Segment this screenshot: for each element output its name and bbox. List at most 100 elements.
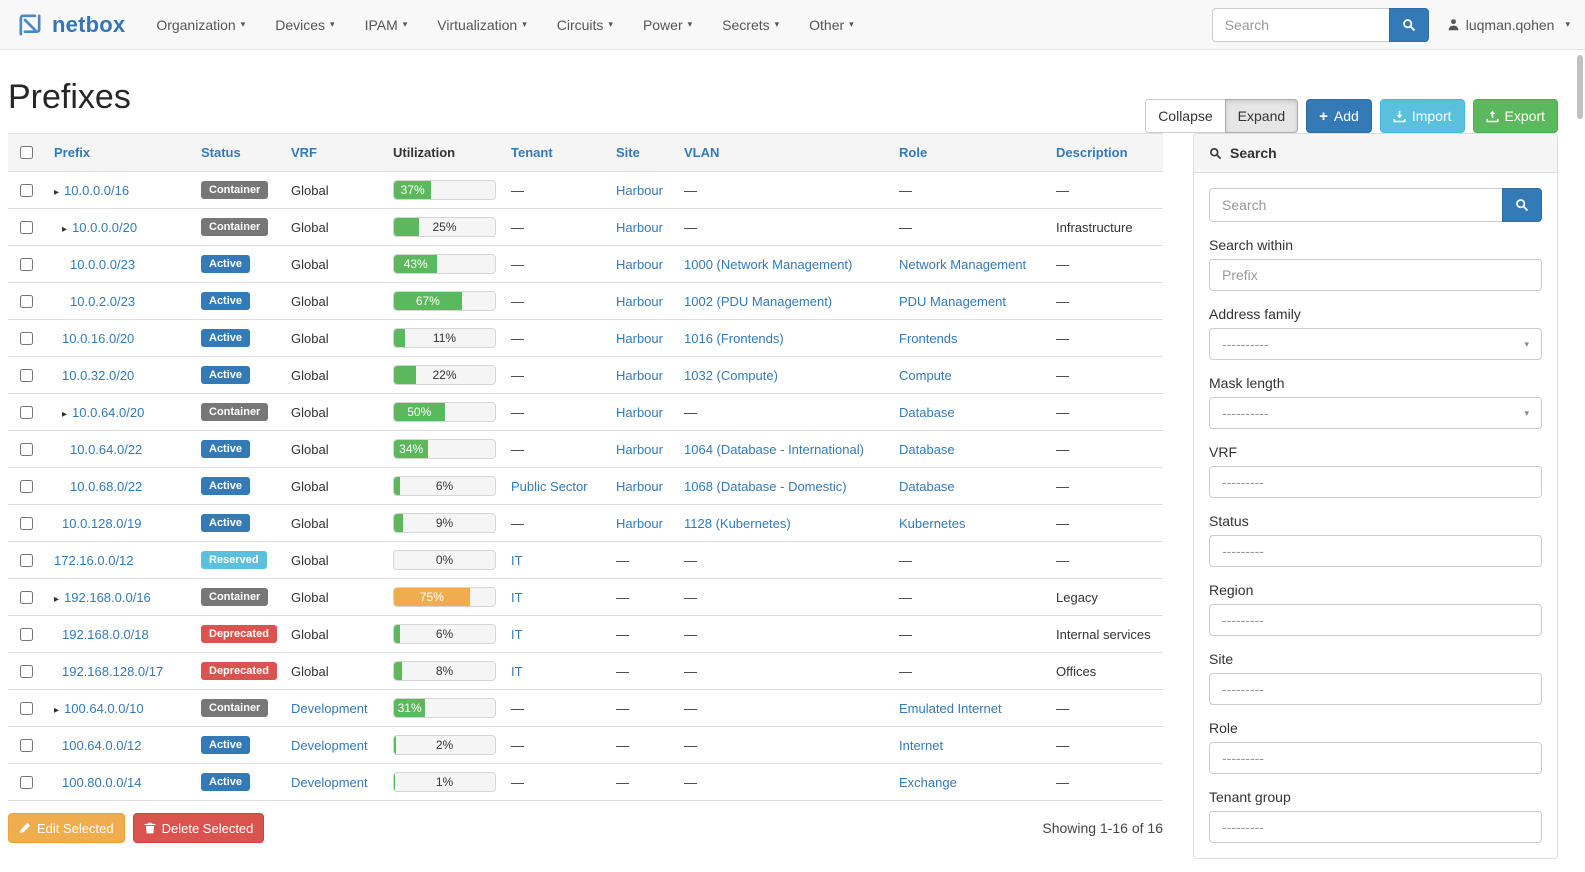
row-checkbox[interactable] xyxy=(20,553,33,567)
expand-caret-icon[interactable]: ▸ xyxy=(54,593,60,605)
scrollbar-thumb[interactable] xyxy=(1577,55,1583,119)
prefix-link[interactable]: 10.0.64.0/20 xyxy=(72,404,145,420)
role-link[interactable]: Frontends xyxy=(899,330,958,346)
tenant-link[interactable]: IT xyxy=(511,663,523,679)
column-header-site[interactable]: Site xyxy=(608,133,676,172)
vlan-link[interactable]: 1128 (Kubernetes) xyxy=(684,515,791,531)
prefix-link[interactable]: 10.0.64.0/22 xyxy=(70,441,143,457)
role-link[interactable]: Internet xyxy=(899,737,944,753)
site-link[interactable]: Harbour xyxy=(616,182,663,198)
row-checkbox[interactable] xyxy=(20,775,33,789)
nav-item-other[interactable]: Other ▾ xyxy=(809,16,854,33)
role-link[interactable]: Database xyxy=(899,441,955,457)
prefix-link[interactable]: 10.0.128.0/19 xyxy=(62,515,142,531)
navbar-search-button[interactable] xyxy=(1388,7,1429,42)
column-header-vrf[interactable]: VRF xyxy=(283,133,385,172)
nav-item-secrets[interactable]: Secrets ▾ xyxy=(722,16,780,33)
vlan-link[interactable]: 1016 (Frontends) xyxy=(684,330,784,346)
expand-caret-icon[interactable]: ▸ xyxy=(62,223,68,235)
vlan-link[interactable]: 1064 (Database - International) xyxy=(684,441,864,457)
sidebar-search-input[interactable] xyxy=(1209,188,1503,222)
vlan-link[interactable]: 1032 (Compute) xyxy=(684,367,778,383)
navbar-search-input[interactable] xyxy=(1211,7,1390,42)
brand-link[interactable]: netbox xyxy=(15,10,125,40)
vrf-link[interactable]: Development xyxy=(291,737,368,753)
role-link[interactable]: Database xyxy=(899,478,955,494)
role-link[interactable]: Network Management xyxy=(899,256,1027,272)
status-select[interactable]: --------- xyxy=(1209,535,1542,567)
vrf-link[interactable]: Development xyxy=(291,700,368,716)
prefix-link[interactable]: 10.0.0.0/16 xyxy=(64,182,130,198)
user-menu[interactable]: luqman.qohen ▾ xyxy=(1447,17,1570,33)
column-header-role[interactable]: Role xyxy=(891,133,1048,172)
tenant-group-select[interactable]: --------- xyxy=(1209,811,1542,843)
nav-item-devices[interactable]: Devices ▾ xyxy=(275,16,335,33)
row-checkbox[interactable] xyxy=(20,257,33,271)
tenant-link[interactable]: IT xyxy=(511,589,523,605)
site-select[interactable]: --------- xyxy=(1209,673,1542,705)
vlan-link[interactable]: 1000 (Network Management) xyxy=(684,256,853,272)
mask-length-select[interactable]: ---------- ▾ xyxy=(1209,397,1542,429)
prefix-link[interactable]: 10.0.0.0/20 xyxy=(72,219,138,235)
prefix-link[interactable]: 100.80.0.0/14 xyxy=(62,774,142,790)
export-button[interactable]: Export xyxy=(1472,99,1558,133)
import-button[interactable]: Import xyxy=(1379,99,1465,133)
role-select[interactable]: --------- xyxy=(1209,742,1542,774)
tenant-link[interactable]: IT xyxy=(511,552,523,568)
prefix-link[interactable]: 10.0.68.0/22 xyxy=(70,478,143,494)
row-checkbox[interactable] xyxy=(20,183,33,197)
role-link[interactable]: Exchange xyxy=(899,774,957,790)
expand-caret-icon[interactable]: ▸ xyxy=(54,704,60,716)
column-header-vlan[interactable]: VLAN xyxy=(676,133,891,172)
row-checkbox[interactable] xyxy=(20,331,33,345)
nav-item-ipam[interactable]: IPAM ▾ xyxy=(364,16,408,33)
column-header-tenant[interactable]: Tenant xyxy=(503,133,608,172)
address-family-select[interactable]: ---------- ▾ xyxy=(1209,328,1542,360)
row-checkbox[interactable] xyxy=(20,590,33,604)
vlan-link[interactable]: 1068 (Database - Domestic) xyxy=(684,478,847,494)
expand-button[interactable]: Expand xyxy=(1224,99,1299,133)
expand-caret-icon[interactable]: ▸ xyxy=(62,408,68,420)
row-checkbox[interactable] xyxy=(20,479,33,493)
vrf-select[interactable]: --------- xyxy=(1209,466,1542,498)
prefix-link[interactable]: 10.0.16.0/20 xyxy=(62,330,135,346)
role-link[interactable]: Compute xyxy=(899,367,952,383)
delete-selected-button[interactable]: Delete Selected xyxy=(132,813,265,843)
prefix-link[interactable]: 192.168.0.0/18 xyxy=(62,626,149,642)
column-header-description[interactable]: Description xyxy=(1048,133,1163,172)
site-link[interactable]: Harbour xyxy=(616,404,663,420)
nav-item-organization[interactable]: Organization ▾ xyxy=(156,16,246,33)
site-link[interactable]: Harbour xyxy=(616,478,663,494)
nav-item-circuits[interactable]: Circuits ▾ xyxy=(556,16,613,33)
role-link[interactable]: Database xyxy=(899,404,955,420)
sidebar-search-button[interactable] xyxy=(1502,188,1542,222)
tenant-link[interactable]: Public Sector xyxy=(511,478,588,494)
add-button[interactable]: + Add xyxy=(1306,99,1372,133)
role-link[interactable]: Emulated Internet xyxy=(899,700,1002,716)
row-checkbox[interactable] xyxy=(20,405,33,419)
tenant-link[interactable]: IT xyxy=(511,626,523,642)
column-header-prefix[interactable]: Prefix xyxy=(46,133,193,172)
expand-caret-icon[interactable]: ▸ xyxy=(54,186,60,198)
row-checkbox[interactable] xyxy=(20,664,33,678)
site-link[interactable]: Harbour xyxy=(616,441,663,457)
search-within-input[interactable] xyxy=(1209,259,1542,291)
row-checkbox[interactable] xyxy=(20,738,33,752)
column-header-status[interactable]: Status xyxy=(193,133,283,172)
site-link[interactable]: Harbour xyxy=(616,330,663,346)
role-link[interactable]: PDU Management xyxy=(899,293,1006,309)
row-checkbox[interactable] xyxy=(20,701,33,715)
prefix-link[interactable]: 10.0.32.0/20 xyxy=(62,367,135,383)
row-checkbox[interactable] xyxy=(20,516,33,530)
collapse-button[interactable]: Collapse xyxy=(1145,99,1226,133)
nav-item-power[interactable]: Power ▾ xyxy=(642,16,693,33)
row-checkbox[interactable] xyxy=(20,294,33,308)
site-link[interactable]: Harbour xyxy=(616,515,663,531)
region-select[interactable]: --------- xyxy=(1209,604,1542,636)
site-link[interactable]: Harbour xyxy=(616,367,663,383)
prefix-link[interactable]: 192.168.0.0/16 xyxy=(64,589,151,605)
select-all-checkbox[interactable] xyxy=(20,146,33,159)
site-link[interactable]: Harbour xyxy=(616,293,663,309)
prefix-link[interactable]: 192.168.128.0/17 xyxy=(62,663,164,679)
row-checkbox[interactable] xyxy=(20,442,33,456)
